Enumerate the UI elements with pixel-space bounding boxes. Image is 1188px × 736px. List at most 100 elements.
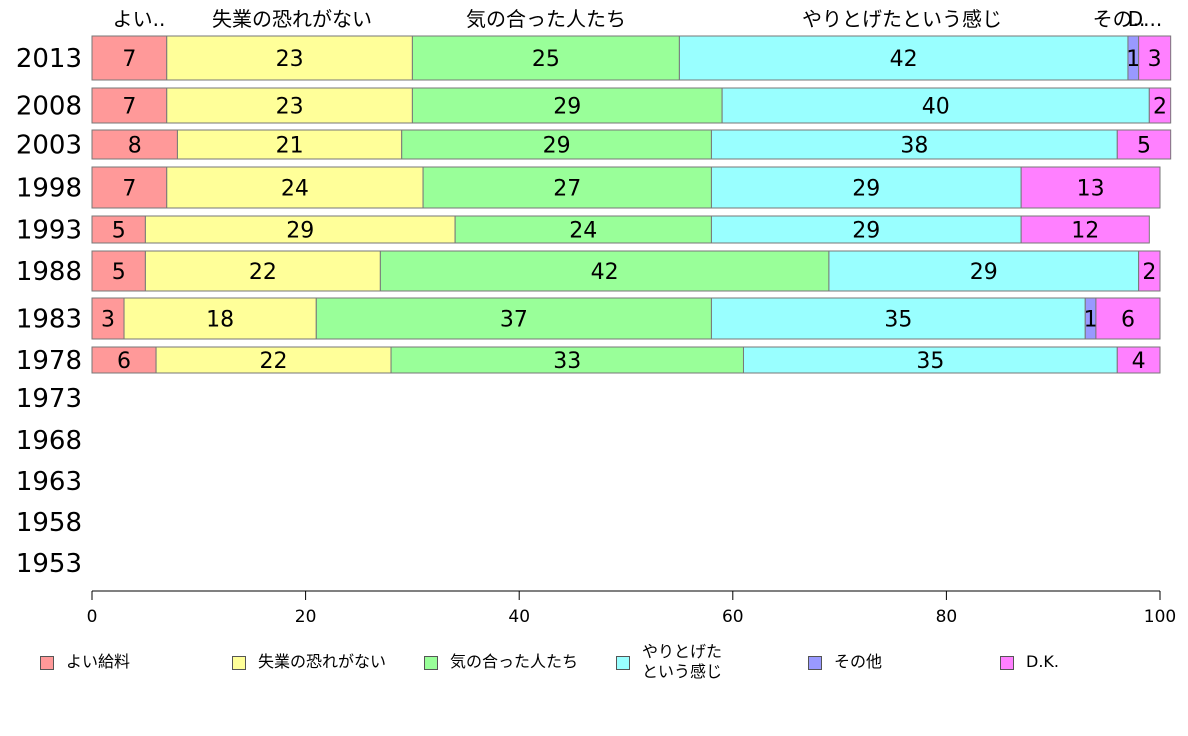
data-label: 12	[1071, 219, 1099, 244]
bar-segment	[1116, 129, 1172, 160]
data-label: 42	[890, 47, 918, 72]
data-label: 29	[970, 260, 998, 285]
category-label: 2013	[16, 44, 82, 74]
data-label: 25	[532, 47, 560, 72]
data-label: 29	[543, 134, 571, 159]
bar-segment	[155, 346, 392, 374]
bar-segment	[91, 129, 178, 160]
bar-segment	[390, 346, 744, 374]
bar-segment	[91, 250, 146, 292]
bar-segment	[91, 35, 168, 81]
category-label: 1978	[16, 346, 82, 376]
data-label: 22	[249, 260, 277, 285]
data-label: 29	[553, 95, 581, 120]
bar-segment	[721, 87, 1150, 124]
data-label: 1	[1084, 308, 1098, 333]
bar-segment	[411, 87, 723, 124]
bar-segment	[422, 166, 712, 209]
column-header-label: やりとげたという感じ	[802, 7, 1002, 31]
column-header-label: 失業の恐れがない	[212, 7, 372, 31]
bar-segment	[411, 35, 680, 81]
bar-segment	[176, 129, 403, 160]
column-header-label: よい..	[113, 7, 166, 31]
column-header-label: 気の合った人たち	[466, 7, 626, 31]
category-label: 2008	[16, 92, 82, 122]
bar-segment	[1095, 297, 1161, 340]
data-label: 7	[122, 177, 136, 202]
bar-segment	[144, 215, 456, 244]
category-label: 1958	[16, 508, 82, 538]
bar-segment	[454, 215, 712, 244]
category-label: 1983	[16, 305, 82, 335]
bar-segment	[710, 215, 1022, 244]
x-tick-label: 20	[295, 607, 317, 627]
data-label: 6	[1121, 308, 1135, 333]
data-label: 27	[553, 177, 581, 202]
data-label: 3	[1148, 47, 1162, 72]
bar-segment	[144, 250, 381, 292]
data-label: 29	[852, 177, 880, 202]
x-tick-label: 40	[508, 607, 530, 627]
x-tick-label: 80	[936, 607, 958, 627]
bar-segment	[166, 87, 413, 124]
data-label: 23	[276, 47, 304, 72]
data-label: 18	[206, 308, 234, 333]
category-label: 1953	[16, 549, 82, 579]
bar-segment	[91, 87, 168, 124]
data-label: 35	[884, 308, 912, 333]
column-header-label: その..	[1093, 7, 1146, 31]
data-label: 7	[122, 95, 136, 120]
category-label: 1973	[16, 384, 82, 414]
bar-segment	[742, 346, 1118, 374]
x-tick-label: 100	[1144, 607, 1176, 627]
data-label: 29	[852, 219, 880, 244]
category-label: 1988	[16, 257, 82, 287]
bar-segment	[1138, 250, 1161, 292]
data-label: 22	[260, 349, 288, 374]
bar-segment	[91, 166, 168, 209]
bar-segment	[1020, 166, 1161, 209]
data-label: 5	[112, 219, 126, 244]
data-label: 2	[1153, 95, 1167, 120]
category-label: 1993	[16, 216, 82, 246]
data-label: 24	[569, 219, 597, 244]
data-label: 8	[128, 134, 142, 159]
data-label: 40	[922, 95, 950, 120]
data-label: 42	[591, 260, 619, 285]
bar-segment	[91, 346, 157, 374]
bar-segment	[678, 35, 1129, 81]
data-label: 4	[1132, 349, 1146, 374]
bar-segment	[1148, 87, 1172, 124]
x-tick-label: 0	[87, 607, 98, 627]
data-label: 13	[1077, 177, 1105, 202]
x-tick-label: 60	[722, 607, 744, 627]
data-label: 5	[112, 260, 126, 285]
category-label: 1963	[16, 467, 82, 497]
category-label: 2003	[16, 131, 82, 161]
data-label: 24	[281, 177, 309, 202]
bar-segment	[1116, 346, 1161, 374]
bar-segment	[1138, 35, 1172, 81]
data-label: 7	[122, 47, 136, 72]
data-label: 23	[276, 95, 304, 120]
data-label: 29	[286, 219, 314, 244]
data-label: 21	[276, 134, 304, 159]
bar-segment	[166, 166, 424, 209]
data-label: 1	[1126, 47, 1140, 72]
data-label: 6	[117, 349, 131, 374]
bar-segment	[1020, 215, 1150, 244]
category-label: 1998	[16, 174, 82, 204]
bar-segment	[166, 35, 413, 81]
category-label: 1968	[16, 426, 82, 456]
data-label: 38	[900, 134, 928, 159]
bar-segment	[91, 297, 125, 340]
data-label: 33	[553, 349, 581, 374]
data-label: 37	[500, 308, 528, 333]
data-label: 3	[101, 308, 115, 333]
data-label: 2	[1142, 260, 1156, 285]
bar-segment	[315, 297, 712, 340]
bar-segment	[91, 215, 146, 244]
data-label: 5	[1137, 134, 1151, 159]
column-header-label: D...	[1128, 7, 1162, 31]
